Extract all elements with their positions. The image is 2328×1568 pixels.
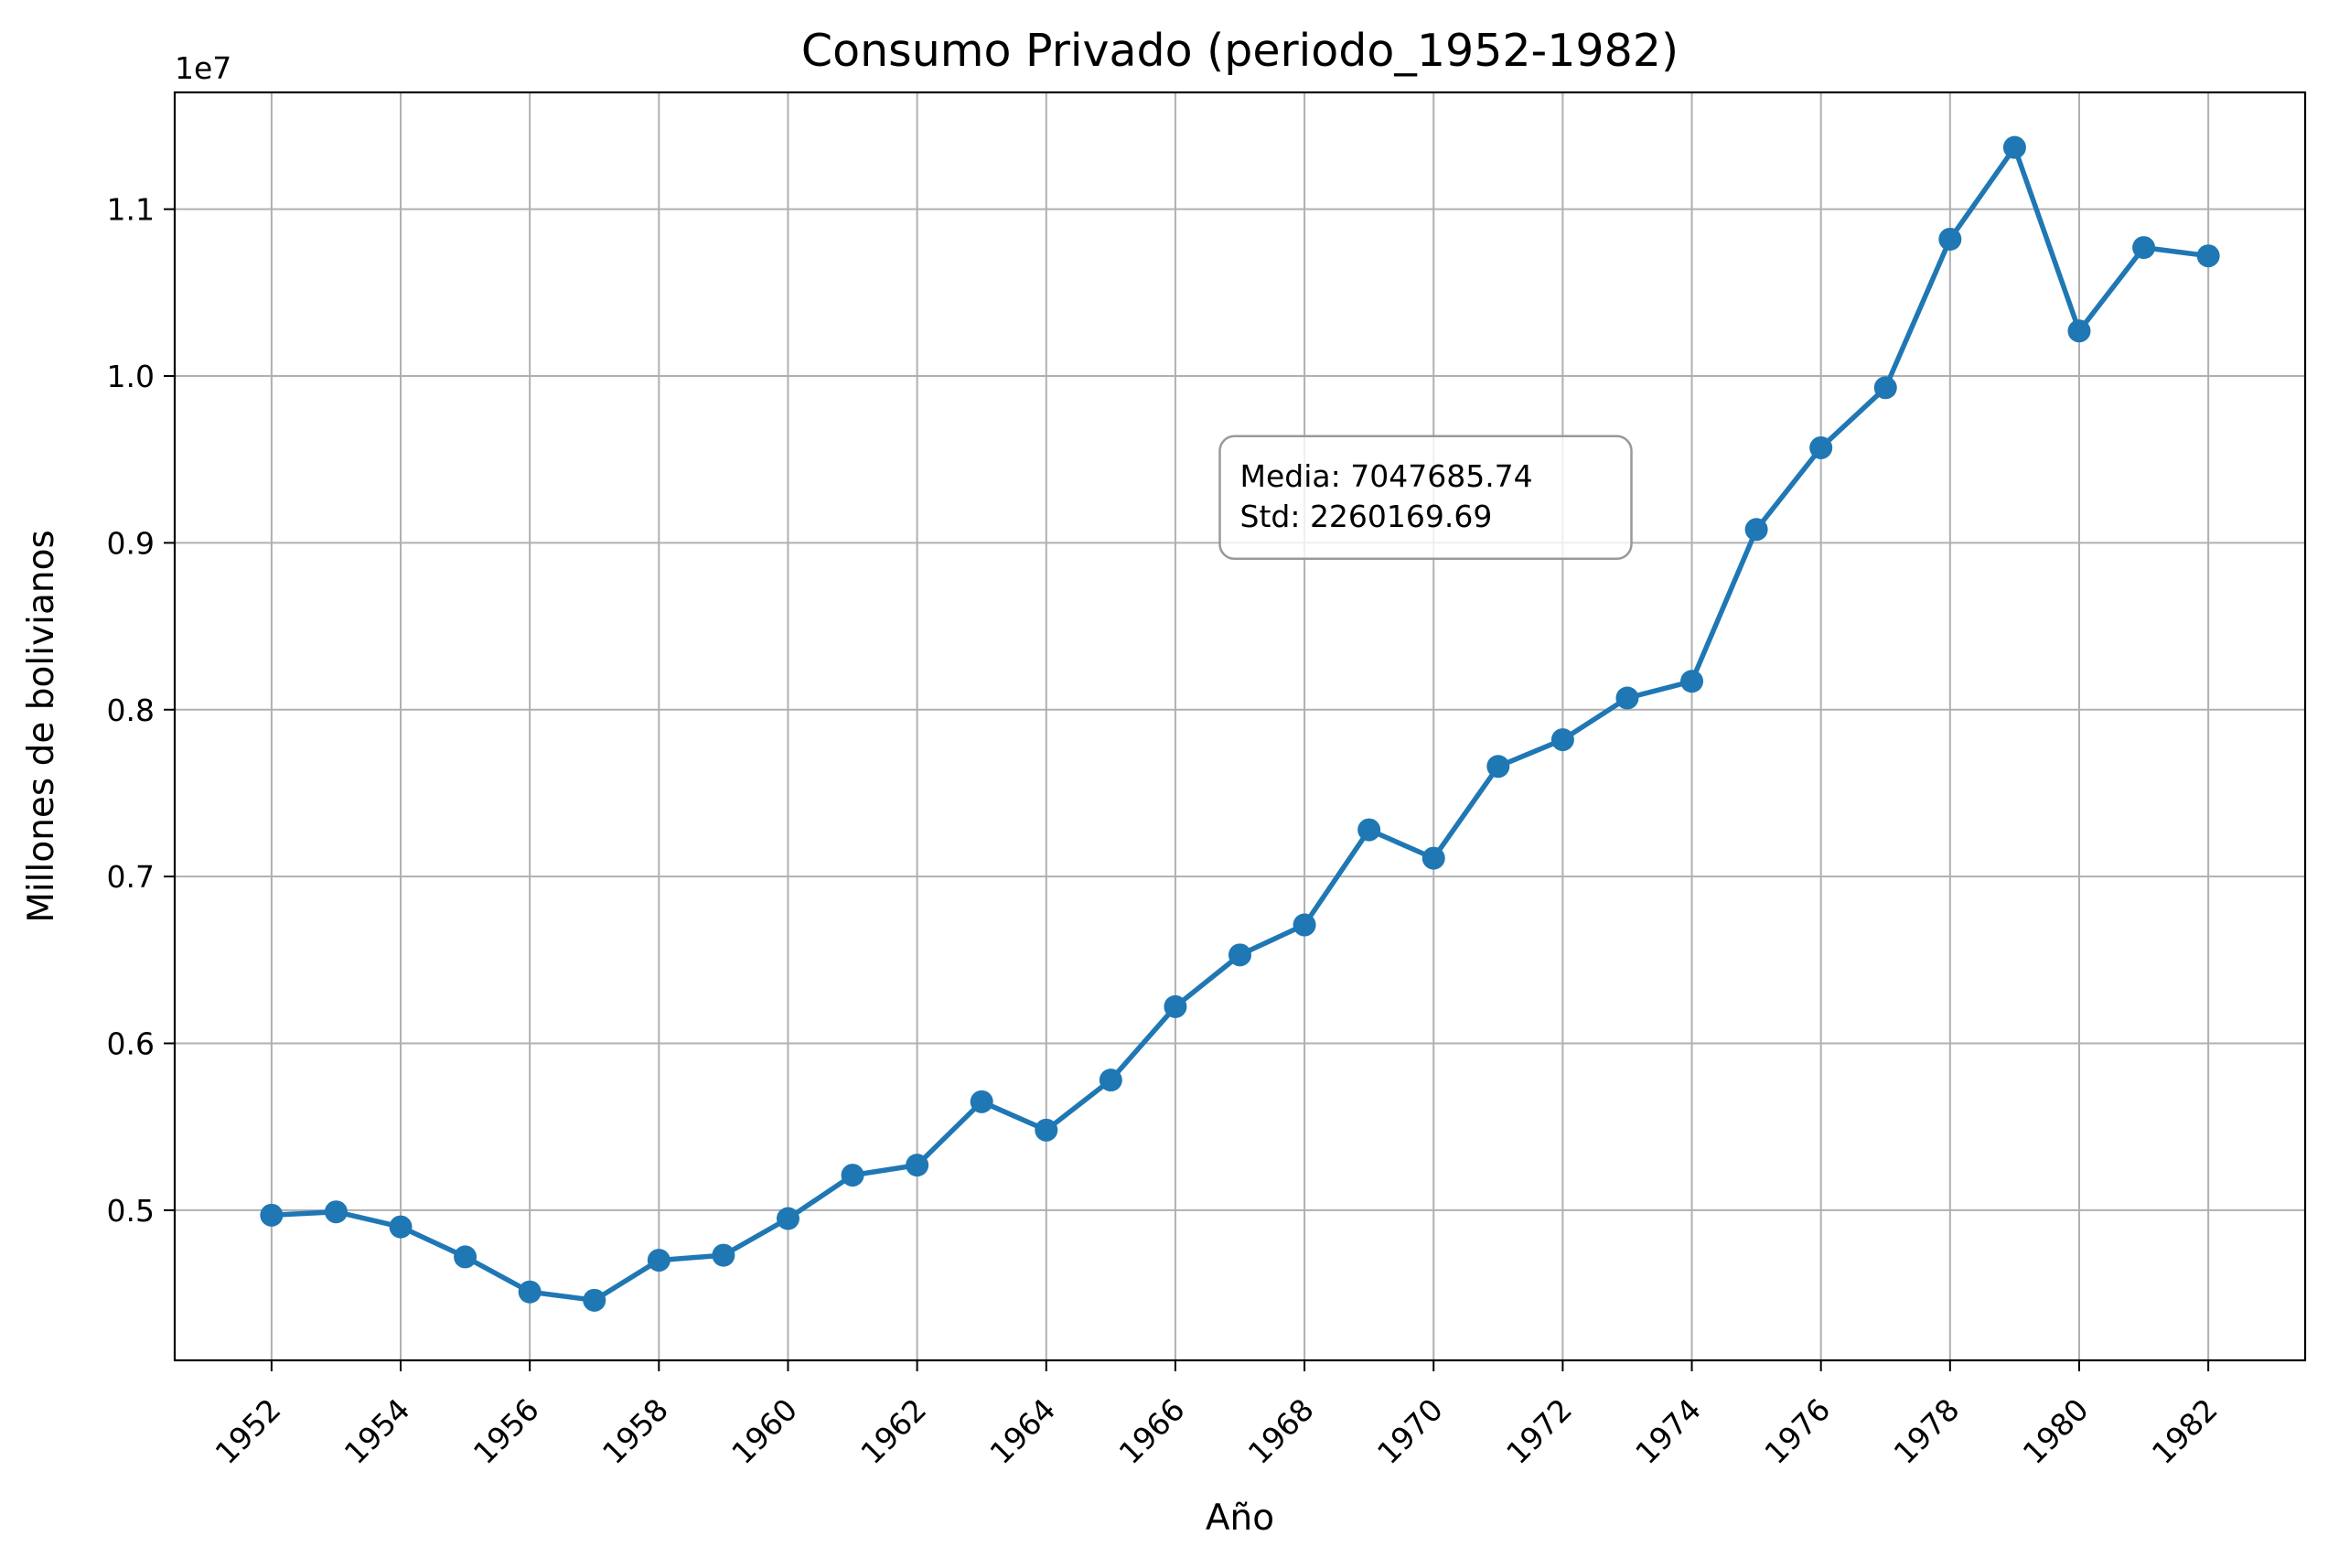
data-points — [260, 135, 2220, 1312]
data-point — [776, 1207, 799, 1230]
x-tick-label: 1974 — [1628, 1391, 1708, 1471]
grid — [175, 92, 2305, 1360]
x-tick-label: 1970 — [1370, 1391, 1450, 1471]
x-tick-label: 1952 — [209, 1391, 288, 1471]
data-point — [454, 1245, 477, 1269]
data-point — [1938, 227, 1962, 251]
x-tick-label: 1964 — [982, 1391, 1062, 1471]
stats-box-border — [1218, 435, 1633, 561]
y-tick-label: 1.0 — [107, 359, 155, 394]
data-point — [518, 1280, 542, 1304]
y-tick-label: 0.8 — [107, 693, 155, 728]
y-tick-label: 0.7 — [107, 859, 155, 895]
x-tick-label: 1978 — [1887, 1391, 1967, 1471]
chart-title: Consumo Privado (periodo_1952-1982) — [801, 25, 1679, 77]
y-tick-label: 1.1 — [107, 192, 155, 228]
x-tick-label: 1958 — [595, 1391, 675, 1471]
x-axis-label: Año — [1206, 1498, 1274, 1539]
data-point — [1099, 1069, 1122, 1092]
data-point — [1228, 943, 1251, 967]
data-point — [2196, 244, 2220, 268]
x-tick-label: 1982 — [2145, 1391, 2225, 1471]
data-point — [712, 1243, 735, 1267]
data-point — [1873, 376, 1897, 400]
data-point — [1809, 435, 1833, 459]
data-point — [2002, 135, 2026, 159]
series-line — [269, 145, 2211, 1304]
stats-std-text: Std: 2260169.69 — [1240, 499, 1493, 534]
y-tick-label: 0.9 — [107, 525, 155, 561]
data-point — [1164, 994, 1187, 1018]
x-tick-label: 1960 — [724, 1391, 804, 1471]
data-point — [1486, 755, 1510, 779]
x-tick-label: 1980 — [2016, 1391, 2096, 1471]
data-point — [841, 1164, 864, 1187]
stats-mean-text: Media: 7047685.74 — [1240, 458, 1533, 494]
x-tick-label: 1956 — [467, 1391, 546, 1471]
y-axis-label: Millones de bolivianos — [21, 530, 62, 923]
data-point — [1293, 913, 1316, 937]
x-tick-label: 1976 — [1757, 1391, 1837, 1471]
data-point — [389, 1215, 413, 1239]
data-point — [970, 1090, 993, 1113]
data-point — [260, 1203, 284, 1227]
data-point — [324, 1200, 348, 1224]
data-point — [2132, 236, 2156, 260]
data-point — [1615, 686, 1639, 710]
y-tick-label: 0.6 — [107, 1026, 155, 1062]
y-offset-label: 1e7 — [175, 50, 231, 86]
data-point — [583, 1288, 606, 1312]
stats-annotation: Media: 7047685.74 Std: 2260169.69 — [1218, 435, 1633, 561]
data-point — [647, 1249, 671, 1273]
data-point — [2067, 319, 2091, 343]
data-point — [1550, 728, 1574, 752]
data-point — [1421, 846, 1445, 870]
x-tick-label: 1954 — [338, 1391, 417, 1471]
x-tick-label: 1966 — [1112, 1391, 1192, 1471]
x-tick-label: 1972 — [1499, 1391, 1579, 1471]
data-point — [1035, 1118, 1058, 1142]
data-point — [1357, 818, 1381, 842]
data-point — [906, 1154, 929, 1177]
data-point — [1744, 518, 1768, 542]
data-point — [1680, 670, 1704, 693]
y-tick-label: 0.5 — [107, 1193, 155, 1229]
plot-area-frame — [173, 91, 2307, 1362]
x-tick-label: 1962 — [853, 1391, 933, 1471]
x-axis-ticks: 1952 1954 1956 1958 1960 1962 1964 1966 1968 1970… — [209, 1360, 2225, 1471]
x-tick-label: 1968 — [1241, 1391, 1321, 1471]
y-axis-ticks: 0.5 0.6 0.7 0.8 0.9 1.0 1.1 — [107, 192, 175, 1229]
series-line-layer — [269, 145, 2211, 1304]
